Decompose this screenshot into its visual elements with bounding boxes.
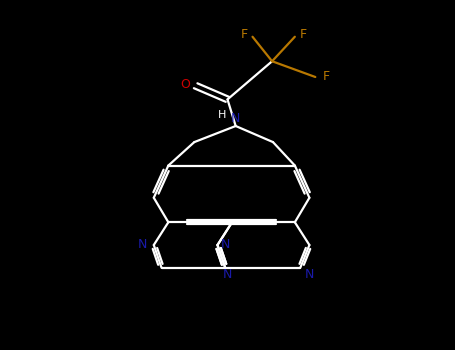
Text: F: F bbox=[299, 28, 307, 42]
Text: F: F bbox=[241, 28, 248, 42]
Text: H: H bbox=[218, 111, 226, 120]
Text: N: N bbox=[138, 238, 147, 252]
Text: F: F bbox=[323, 70, 330, 84]
Text: N: N bbox=[221, 238, 230, 252]
Text: O: O bbox=[181, 77, 191, 91]
Text: N: N bbox=[305, 267, 314, 281]
Text: N: N bbox=[223, 267, 232, 281]
Text: N: N bbox=[231, 112, 240, 125]
